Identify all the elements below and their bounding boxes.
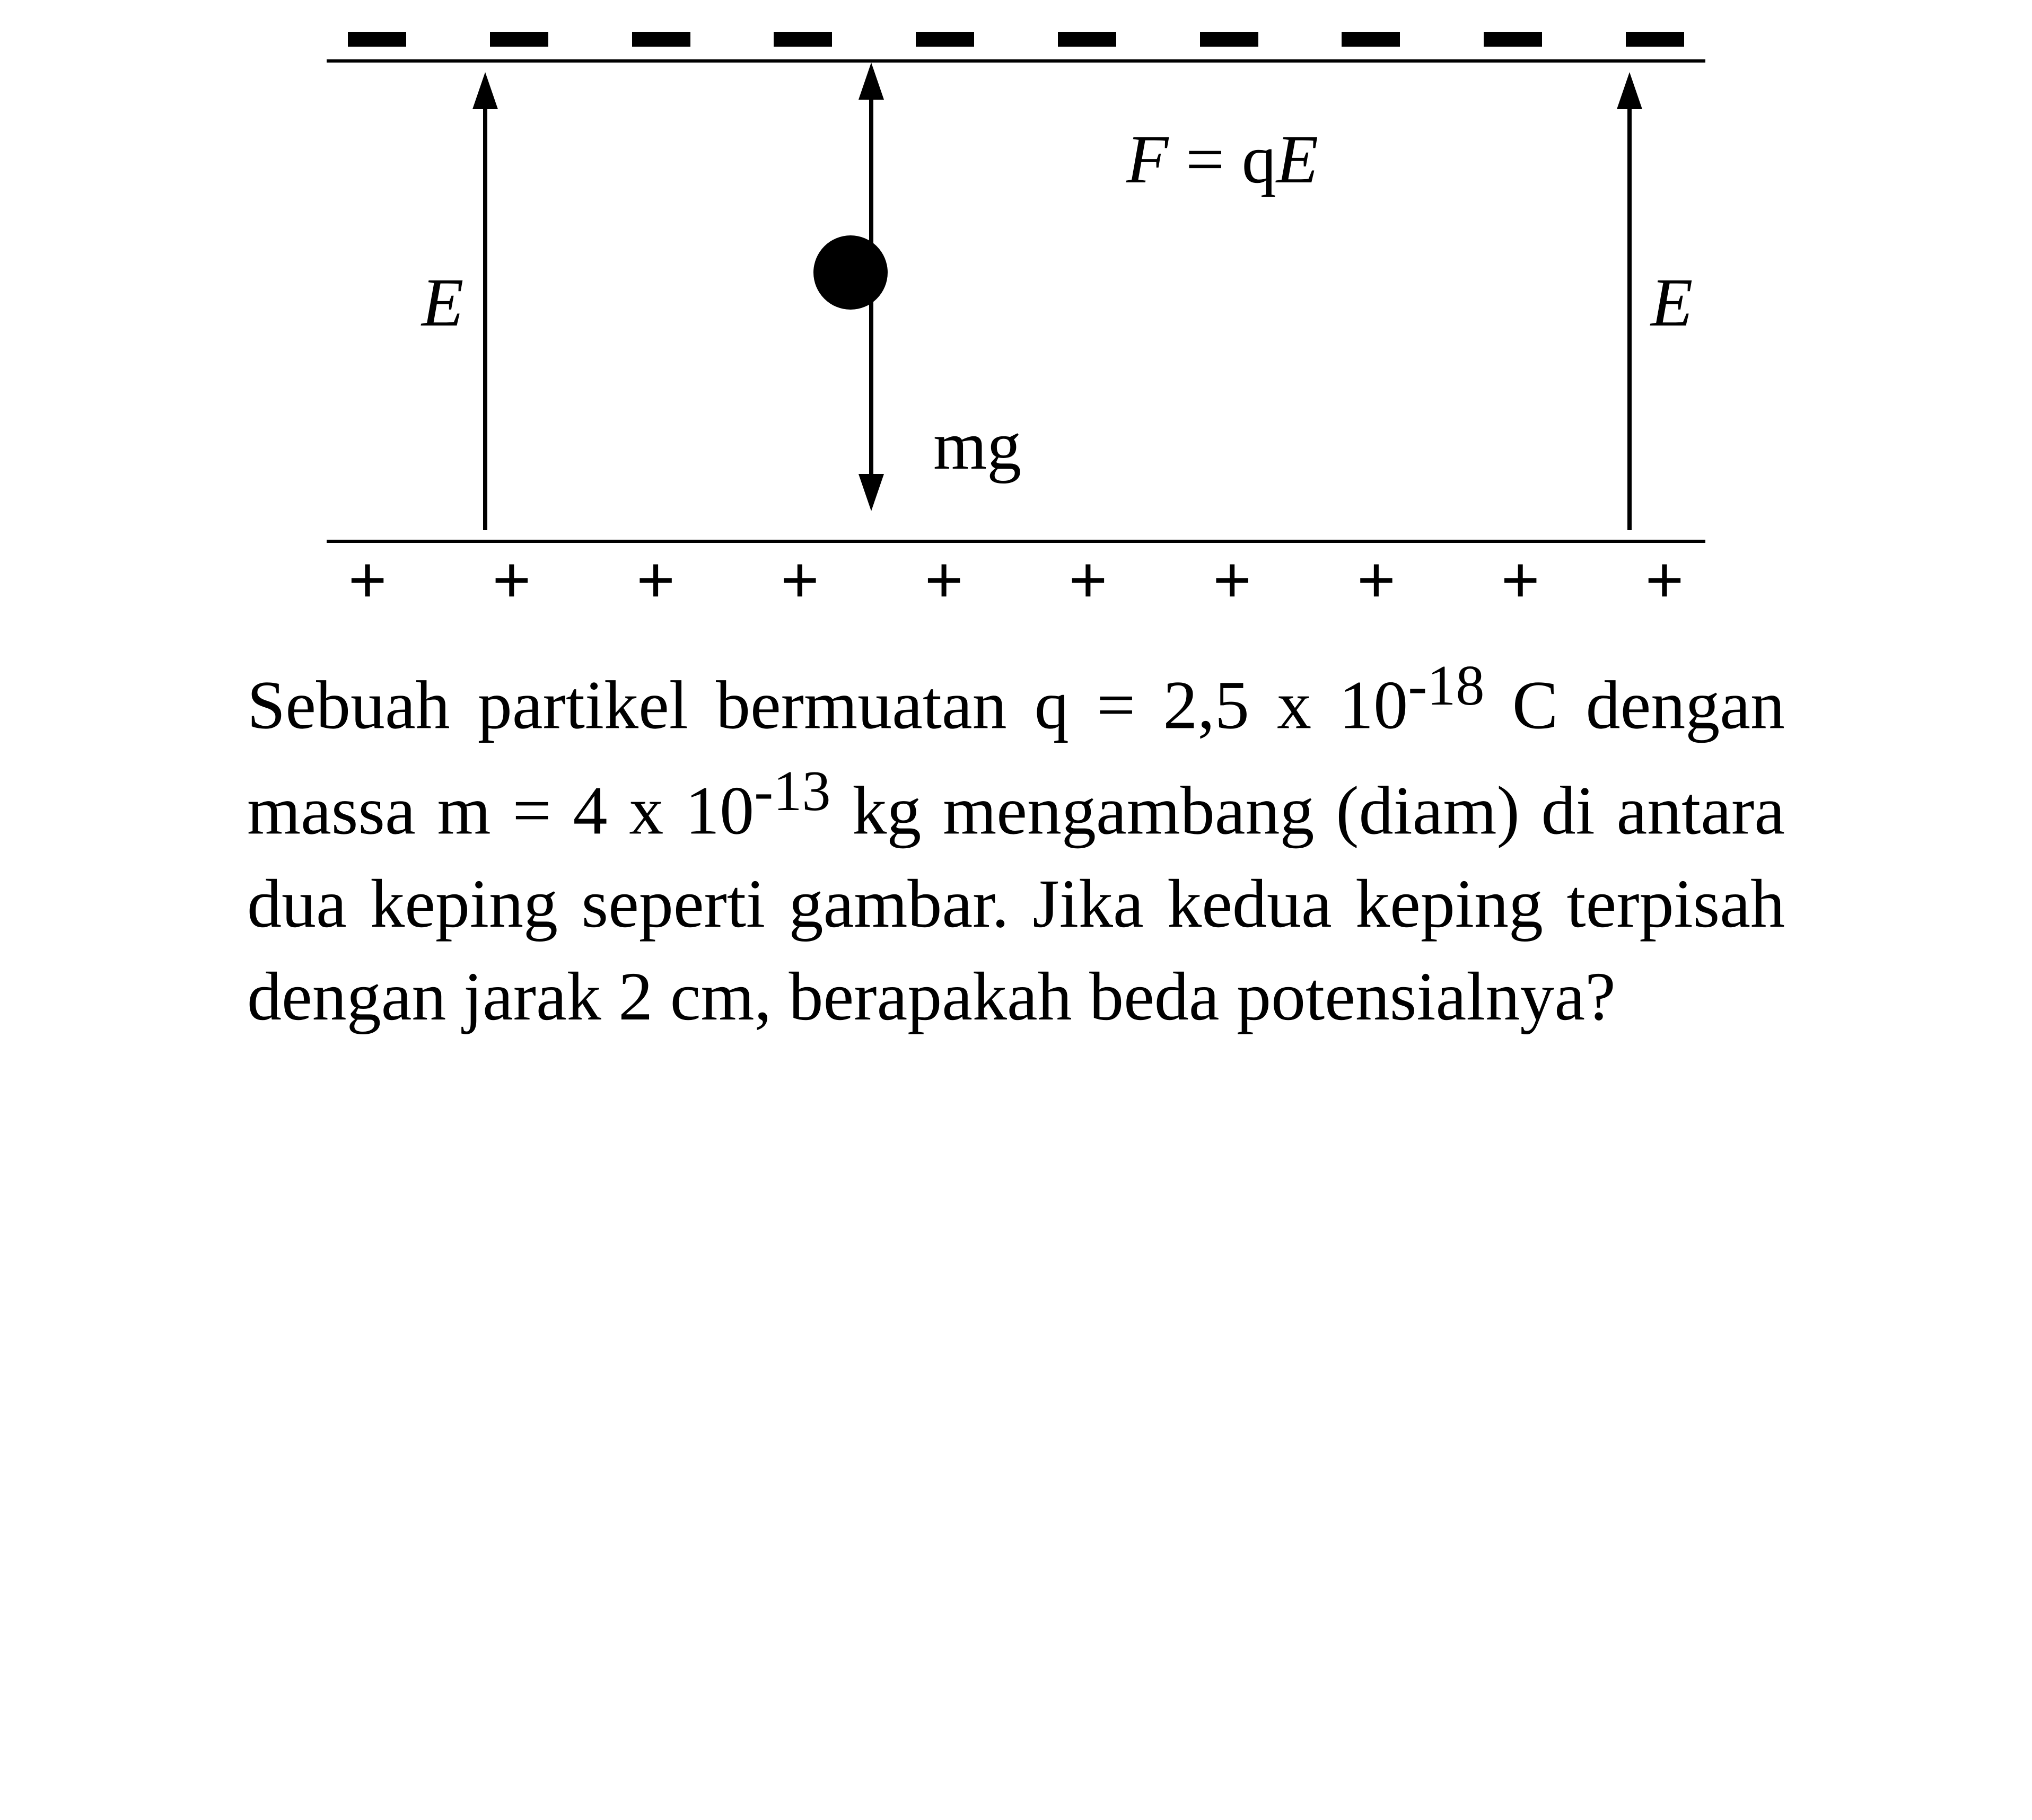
field-label-left: E [422,263,463,342]
plus-icon: + [1213,546,1252,615]
plate-gap: E E F = qE mg [327,63,1705,540]
gravity-force-arrow [856,301,886,511]
minus-icon [490,32,548,47]
bottom-charges-row: + + + + + + + + + + [327,546,1705,615]
field-label-right: E [1651,263,1693,342]
plus-icon: + [1356,546,1396,615]
bottom-plate-line [327,540,1705,543]
plus-icon: + [924,546,964,615]
plus-icon: + [492,546,531,615]
plus-icon: + [1645,546,1684,615]
minus-icon [774,32,832,47]
force-symbol: F [1126,121,1168,198]
plus-icon: + [780,546,819,615]
problem-part-a: Sebuah partikel bermuatan q = 2,5 x 10 [247,667,1408,743]
minus-icon [348,32,406,47]
minus-icon [1626,32,1684,47]
capacitor-diagram: E E F = qE mg + + + + + + + + + + [327,32,1705,615]
minus-icon [1342,32,1400,47]
top-charges-row [327,32,1705,47]
minus-icon [916,32,974,47]
minus-icon [1200,32,1258,47]
problem-exp1: -18 [1408,654,1484,717]
gravity-force-label: mg [933,406,1021,486]
electric-force-arrow [856,63,886,263]
field-arrow-right [1615,72,1644,530]
plus-icon: + [636,546,676,615]
problem-statement: Sebuah partikel bermuatan q = 2,5 x 10-1… [247,647,1785,1044]
plus-icon: + [1501,546,1540,615]
minus-icon [1484,32,1542,47]
minus-icon [632,32,690,47]
field-arrow-left [470,72,500,530]
problem-exp2: -13 [754,759,830,823]
minus-icon [1058,32,1116,47]
plus-icon: + [348,546,387,615]
electric-force-label: F = qE [1126,120,1318,199]
plus-icon: + [1068,546,1108,615]
charged-particle [813,235,888,310]
